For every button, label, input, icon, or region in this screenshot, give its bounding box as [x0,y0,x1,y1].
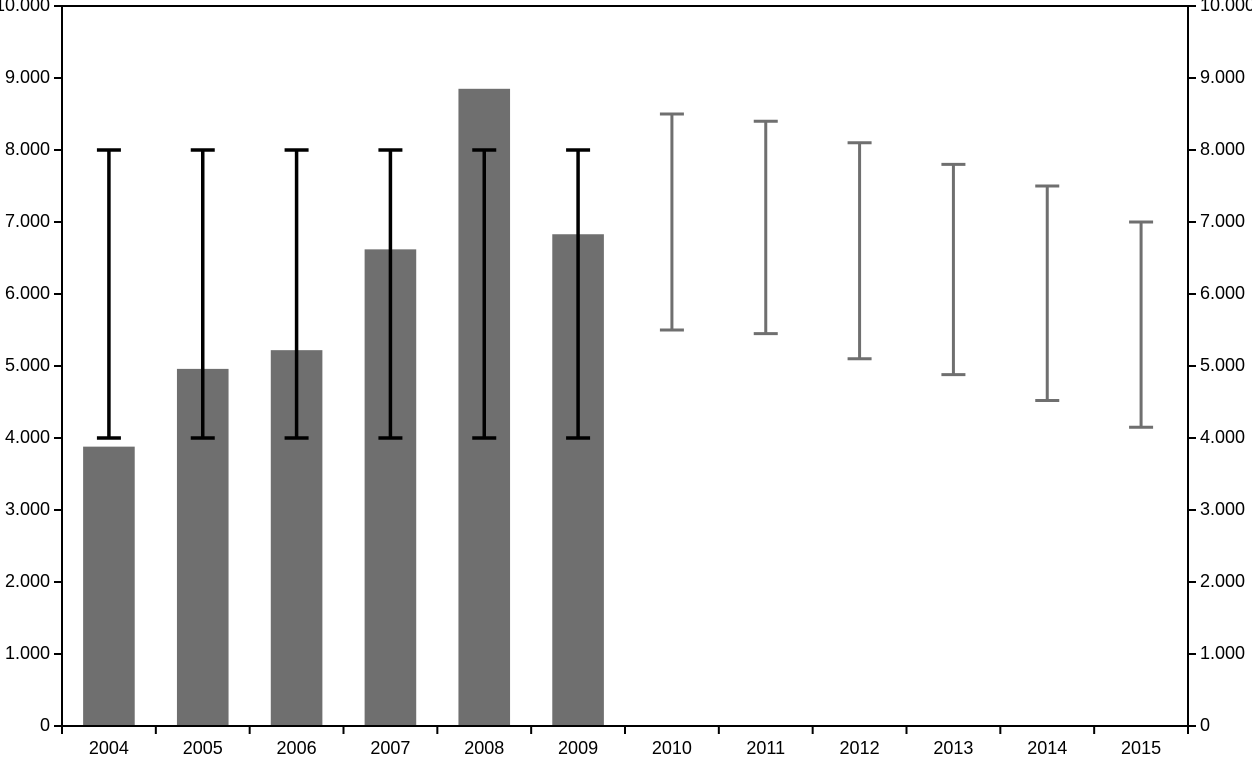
ytick-label-right: 0 [1200,715,1210,735]
ytick-label-left: 1.000 [5,643,50,663]
ytick-label-left: 2.000 [5,571,50,591]
ytick-label-right: 2.000 [1200,571,1245,591]
ytick-label-left: 4.000 [5,427,50,447]
xtick-label: 2012 [840,738,880,758]
ytick-label-right: 4.000 [1200,427,1245,447]
ytick-label-right: 6.000 [1200,283,1245,303]
ytick-label-right: 1.000 [1200,643,1245,663]
ytick-label-left: 5.000 [5,355,50,375]
ytick-label-right: 7.000 [1200,211,1245,231]
xtick-label: 2006 [277,738,317,758]
ytick-label-right: 5.000 [1200,355,1245,375]
ytick-label-left: 6.000 [5,283,50,303]
ytick-label-right: 9.000 [1200,67,1245,87]
ytick-label-left: 7.000 [5,211,50,231]
ytick-label-left: 9.000 [5,67,50,87]
xtick-label: 2008 [464,738,504,758]
ytick-label-left: 8.000 [5,139,50,159]
ytick-label-left: 3.000 [5,499,50,519]
ytick-label-left: 0 [40,715,50,735]
chart-container: 0 1.000 2.000 3.000 4.000 5.000 6.000 7.000 8.00… [0,0,1252,776]
ytick-label-right: 10.000 [1200,0,1252,15]
xtick-label: 2009 [558,738,598,758]
xtick-label: 2004 [89,738,129,758]
xtick-label: 2005 [183,738,223,758]
xtick-label: 2010 [652,738,692,758]
xtick-label: 2007 [370,738,410,758]
plot-border [62,6,1188,726]
xtick-label: 2015 [1121,738,1161,758]
ytick-label-right: 8.000 [1200,139,1245,159]
xtick-label: 2011 [746,738,785,758]
xtick-label: 2014 [1027,738,1067,758]
ytick-label-left: 10.000 [0,0,50,15]
xtick-label: 2013 [933,738,973,758]
ytick-label-right: 3.000 [1200,499,1245,519]
bar-2004 [83,447,135,726]
bar-error-chart: 0 1.000 2.000 3.000 4.000 5.000 6.000 7.000 8.00… [0,0,1252,771]
